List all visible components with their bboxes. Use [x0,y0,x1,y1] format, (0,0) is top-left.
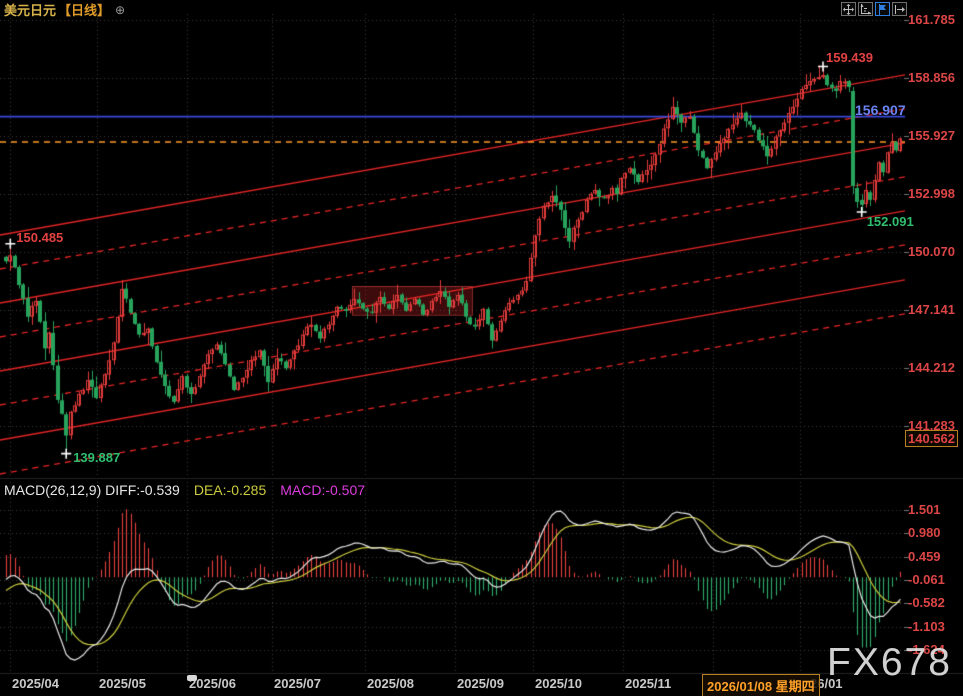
price-axis-label: 155.927 [908,128,955,143]
fx678-watermark: FX678 [827,641,952,685]
month-label: 2025/10 [535,676,582,691]
month-label: 2025/11 [625,676,671,691]
chart-toolbar [841,2,907,16]
axis-scale-icon [860,4,871,15]
price-axis-label: 150.070 [908,244,955,259]
month-label: 2025/04 [12,676,59,691]
shift-right-icon-button[interactable] [892,2,907,16]
month-label: 2025/05 [99,676,146,691]
macd-hist-value: MACD:-0.507 [280,482,365,498]
price-axis-label: 147.141 [908,302,955,317]
macd-dea-value: DEA:-0.285 [194,482,266,498]
alert-line-label: 156.907 [855,102,906,118]
crosshair-date-box: 2026/01/08 星期四 [702,674,820,696]
symbol-title: 美元日元 [4,0,56,19]
axis-scale-icon-button[interactable] [858,2,873,16]
month-label: 2025/07 [274,676,321,691]
flag-annotate-icon-button[interactable] [875,2,890,16]
macd-params-diff: MACD(26,12,9) DIFF:-0.539 [4,482,180,498]
macd-axis-label: -0.061 [908,572,945,587]
macd-header: MACD(26,12,9) DIFF:-0.539 DEA:-0.285 MAC… [4,482,365,498]
macd-axis-label: 0.980 [908,525,941,540]
shift-right-icon [894,4,905,15]
timeframe-label: 【日线】 [58,0,110,19]
macd-axis-label: 1.501 [908,502,941,517]
zoom-circle-icon[interactable]: ⊕ [115,3,125,17]
pan-icon-button[interactable] [841,2,856,16]
high-marker-label: 159.439 [826,50,873,65]
price-axis-label: 144.212 [908,360,955,375]
boxed-axis-value: 140.562 [905,430,958,447]
price-axis-label: 161.785 [908,12,955,27]
macd-axis-label: -1.103 [908,619,945,634]
pan-icon [843,4,854,15]
month-label: 2025/08 [367,676,414,691]
high-marker-label: 150.485 [16,230,63,245]
macd-axis-label: -0.582 [908,595,945,610]
scroll-handle[interactable] [187,675,197,681]
low-marker-label: 152.091 [867,214,914,229]
chart-window: 美元日元 【日线】 ⊕ 161.785 158.856 155.927 152.998… [0,0,963,696]
price-axis-label: 152.998 [908,186,955,201]
month-label: 2025/09 [457,676,504,691]
flag-annotate-icon [877,4,888,15]
low-marker-label: 139.887 [73,450,120,465]
price-axis-label: 158.856 [908,70,955,85]
macd-axis-label: 0.459 [908,549,941,564]
chart-canvas[interactable] [0,0,963,696]
title-bar: 美元日元 【日线】 ⊕ [4,1,125,18]
